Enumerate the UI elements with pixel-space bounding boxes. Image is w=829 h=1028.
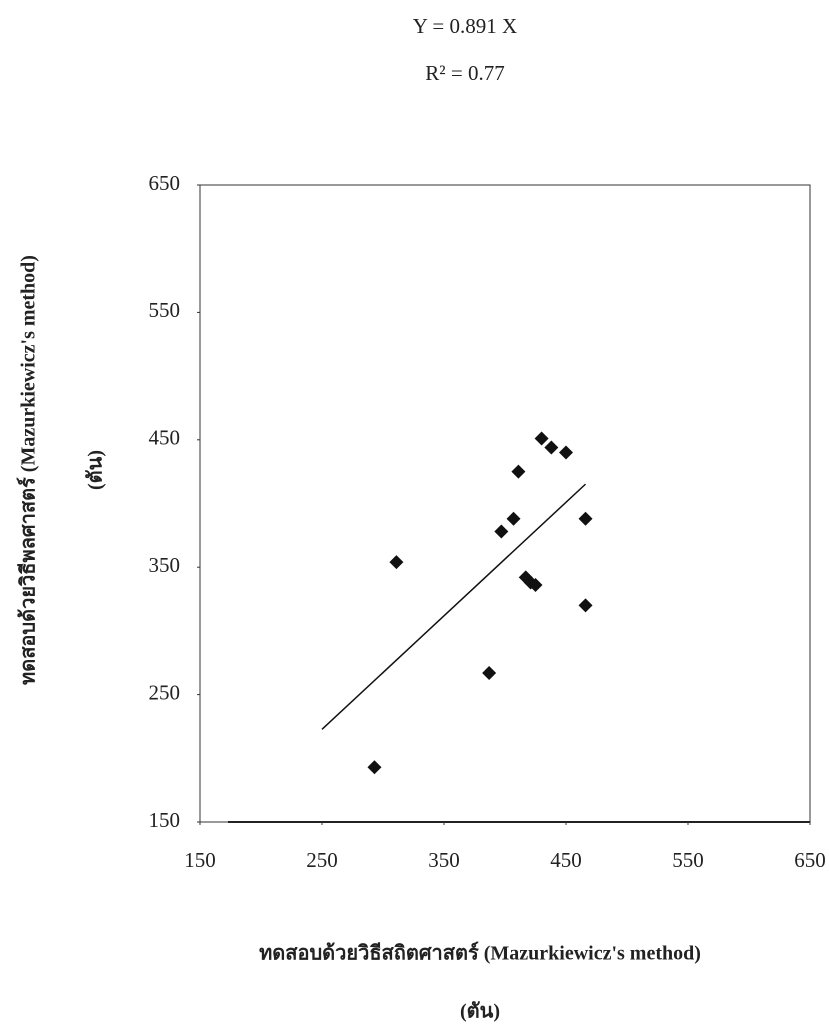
chart: Y = 0.891 X R² = 0.77 ทดสอบด้วยวิธีสถิตศ… — [0, 0, 829, 1028]
point — [579, 598, 593, 612]
point — [544, 440, 558, 454]
point — [494, 525, 508, 539]
point — [535, 432, 549, 446]
y-tick-label: 350 — [149, 553, 181, 577]
x-axis-unit: (ตัน) — [460, 1001, 500, 1023]
equation: Y = 0.891 X — [413, 14, 517, 38]
y-tick-label: 450 — [149, 426, 181, 450]
point — [579, 512, 593, 526]
point — [482, 666, 496, 680]
x-tick-label: 350 — [428, 848, 460, 872]
x-tick-label: 150 — [184, 848, 216, 872]
y-tick-label: 150 — [149, 808, 181, 832]
x-tick-label: 450 — [550, 848, 582, 872]
page: Y = 0.891 X R² = 0.77 ทดสอบด้วยวิธีสถิตศ… — [0, 0, 829, 1028]
plot-frame — [200, 185, 810, 822]
x-tick-label: 550 — [672, 848, 704, 872]
trendline — [322, 484, 586, 729]
point — [389, 555, 403, 569]
point — [559, 446, 573, 460]
y-tick-label: 550 — [149, 298, 181, 322]
x-axis-label: ทดสอบด้วยวิธีสถิตศาสตร์ (Mazurkiewicz's … — [259, 942, 701, 965]
point — [511, 465, 525, 479]
x-tick-label: 250 — [306, 848, 338, 872]
point — [507, 512, 521, 526]
y-tick-label: 650 — [149, 171, 181, 195]
r-squared: R² = 0.77 — [425, 61, 504, 85]
x-tick-label: 650 — [794, 848, 826, 872]
point — [367, 760, 381, 774]
y-tick-label: 250 — [149, 680, 181, 704]
y-axis-unit: (ตัน) — [85, 450, 107, 490]
y-axis-label: ทดสอบด้วยวิธีพลศาสตร์ (Mazurkiewicz's me… — [17, 255, 40, 685]
